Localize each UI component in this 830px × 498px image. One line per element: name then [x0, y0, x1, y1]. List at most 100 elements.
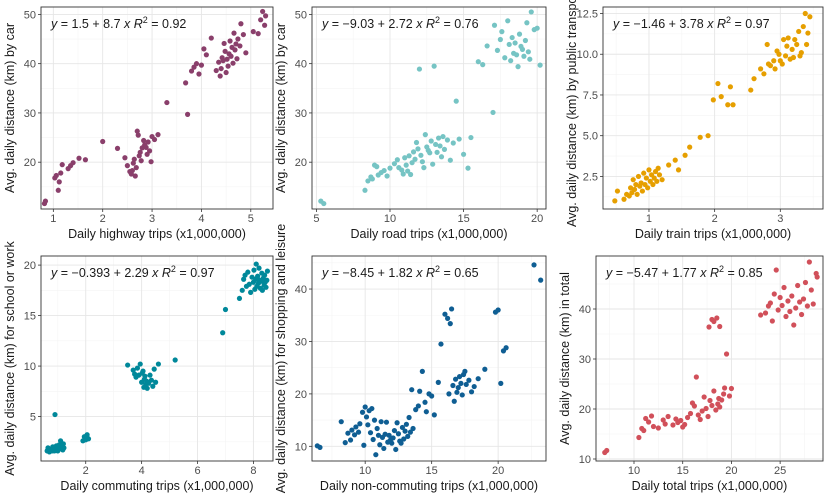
- data-point: [84, 432, 90, 438]
- data-point: [440, 133, 446, 140]
- eq-slope: 2.29: [124, 266, 148, 280]
- data-points: [314, 262, 544, 458]
- data-point: [727, 84, 734, 90]
- y-tick-label: 20: [579, 404, 591, 416]
- data-point: [751, 76, 757, 82]
- data-point: [76, 155, 82, 161]
- data-point: [656, 172, 663, 178]
- data-point: [796, 28, 802, 35]
- data-point: [748, 87, 754, 93]
- data-point: [317, 444, 323, 450]
- data-point: [363, 414, 370, 420]
- data-point: [213, 67, 219, 74]
- data-point: [471, 383, 477, 390]
- data-point: [82, 157, 89, 163]
- data-point: [531, 262, 537, 268]
- data-point: [650, 181, 656, 188]
- data-point: [406, 414, 412, 421]
- data-point: [769, 318, 775, 324]
- data-point: [398, 440, 404, 446]
- eq-y-var: y: [605, 266, 613, 280]
- x-tick-label: 15: [677, 465, 689, 477]
- data-point: [198, 62, 205, 68]
- data-point: [359, 409, 366, 415]
- data-point: [641, 170, 647, 176]
- data-point: [431, 63, 437, 69]
- data-point: [612, 198, 618, 204]
- data-point: [60, 441, 66, 447]
- data-point: [506, 41, 512, 48]
- data-point: [779, 61, 785, 67]
- data-point: [442, 311, 448, 317]
- data-point: [695, 412, 701, 418]
- data-point: [456, 136, 462, 142]
- data-point: [208, 35, 214, 41]
- data-point: [259, 287, 265, 293]
- data-point: [381, 445, 387, 452]
- data-point: [687, 144, 693, 150]
- data-point: [399, 167, 405, 173]
- eq-x-var: x: [121, 17, 131, 31]
- data-point: [515, 64, 521, 70]
- y-axis-title-wrap: Avg. daily distance (km) for school or w…: [3, 240, 17, 475]
- data-point: [345, 430, 351, 436]
- data-point: [406, 153, 412, 159]
- data-point: [143, 144, 149, 151]
- data-point: [220, 58, 226, 64]
- data-point: [810, 301, 816, 307]
- data-point: [53, 172, 59, 179]
- data-point: [389, 440, 395, 446]
- data-point: [670, 422, 676, 428]
- data-point: [255, 30, 261, 37]
- data-point: [466, 377, 472, 383]
- y-axis-title: Avg. daily distance (km) by public trans…: [565, 0, 579, 227]
- data-point: [417, 388, 423, 394]
- data-point: [369, 176, 375, 182]
- data-point: [391, 161, 398, 167]
- data-point: [521, 53, 527, 59]
- eq-slope: 1.82: [388, 266, 412, 280]
- x-axis-title: Daily total trips (x1,000,000): [632, 479, 788, 493]
- data-point: [654, 178, 660, 184]
- data-point: [450, 140, 456, 146]
- data-point: [427, 150, 433, 156]
- data-point: [114, 145, 121, 151]
- panel-highway: 1 2 3 4 5 20 30 40 50 Daily highway trips (x1,000…: [3, 6, 274, 241]
- data-point: [728, 385, 735, 392]
- data-point: [494, 47, 501, 53]
- data-point: [452, 376, 459, 382]
- data-point: [805, 30, 811, 36]
- data-point: [429, 393, 435, 399]
- plot-background: [41, 7, 273, 209]
- data-point: [682, 421, 688, 428]
- x-tick-label: 2: [83, 465, 89, 477]
- y-tick-label: 40: [24, 59, 36, 71]
- data-point: [403, 162, 409, 168]
- eq-r-exponent: 2: [435, 15, 440, 25]
- data-point: [384, 173, 390, 179]
- y-tick-label: 20: [295, 157, 307, 169]
- data-point: [482, 366, 488, 372]
- data-point: [193, 61, 200, 67]
- data-point: [525, 49, 531, 55]
- data-point: [437, 143, 443, 149]
- data-point: [422, 132, 428, 138]
- data-point: [370, 436, 376, 443]
- data-points: [612, 10, 813, 204]
- data-point: [762, 310, 769, 316]
- eq-plus: +: [374, 266, 388, 280]
- data-point: [243, 50, 249, 56]
- y-tick-label: 10: [579, 454, 591, 466]
- data-point: [418, 152, 424, 158]
- regression-equation: y = −5.47 + 1.77 x R2 = 0.85: [605, 264, 763, 280]
- data-point: [216, 59, 222, 65]
- eq-r-equals: =: [724, 266, 738, 280]
- data-point: [715, 80, 721, 87]
- data-point: [245, 269, 251, 275]
- data-point: [264, 277, 270, 283]
- data-point: [798, 311, 805, 318]
- data-point: [772, 66, 778, 72]
- x-tick-label: 10: [359, 465, 371, 477]
- data-point: [419, 368, 425, 374]
- panel-commuting: 2 4 6 8 5 10 15 20 Daily commuting trips (x1,000…: [3, 240, 274, 493]
